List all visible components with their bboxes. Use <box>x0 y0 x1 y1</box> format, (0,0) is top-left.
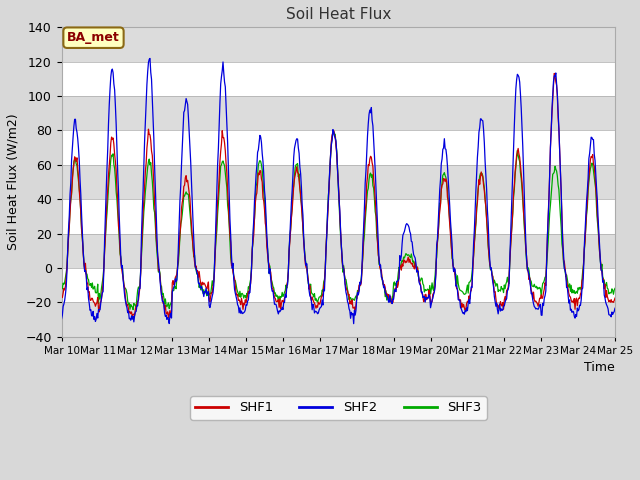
X-axis label: Time: Time <box>584 361 615 374</box>
Bar <box>61 27 615 61</box>
Bar <box>61 302 615 337</box>
Bar <box>61 96 615 131</box>
Bar <box>61 234 615 268</box>
Legend: SHF1, SHF2, SHF3: SHF1, SHF2, SHF3 <box>190 396 486 420</box>
Title: Soil Heat Flux: Soil Heat Flux <box>285 7 391 22</box>
Bar <box>61 165 615 199</box>
Text: BA_met: BA_met <box>67 31 120 44</box>
Y-axis label: Soil Heat Flux (W/m2): Soil Heat Flux (W/m2) <box>7 114 20 251</box>
